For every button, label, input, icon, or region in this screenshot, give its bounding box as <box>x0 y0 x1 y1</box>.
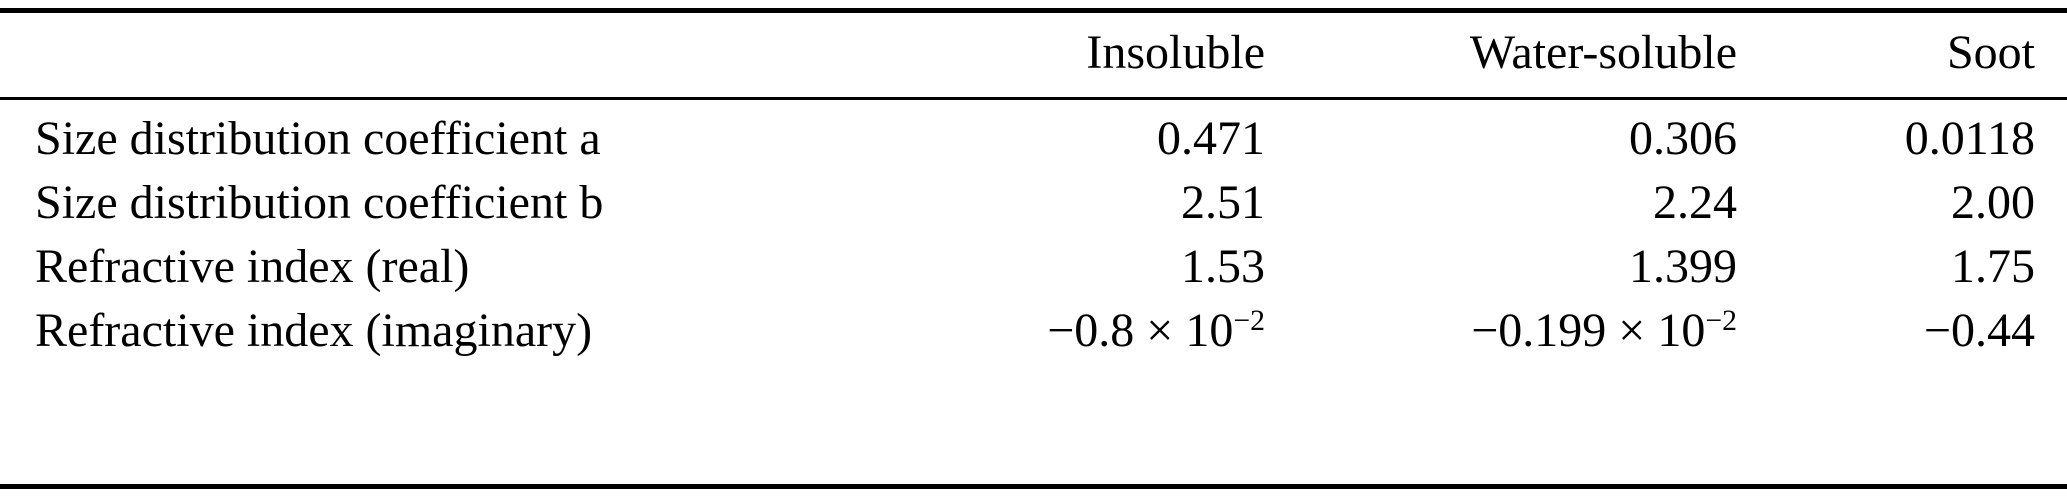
value-exponent: −2 <box>1705 303 1737 337</box>
value-cell: −0.44 <box>1740 299 2067 487</box>
value-text: 0.0118 <box>1904 112 2035 165</box>
value-cell: 2.51 <box>680 171 1270 235</box>
value-text: 0.306 <box>1629 112 1737 165</box>
value-text: 1.53 <box>1181 240 1265 293</box>
value-text: 2.00 <box>1951 176 2035 229</box>
row-label: Refractive index (real) <box>35 240 470 293</box>
table-row: Size distribution coefficient b 2.51 2.2… <box>0 171 2067 235</box>
value-cell: 0.306 <box>1270 99 1740 172</box>
aerosol-component-properties-table: Insoluble Water-soluble Soot Size distri… <box>0 8 2067 489</box>
value-exponent: −2 <box>1233 303 1265 337</box>
value-text: 0.471 <box>1157 112 1265 165</box>
value-cell: 2.00 <box>1740 171 2067 235</box>
value-text: 1.399 <box>1629 240 1737 293</box>
table-row: Size distribution coefficient a 0.471 0.… <box>0 99 2067 172</box>
column-header-soot: Soot <box>1740 10 2067 100</box>
value-cell: 0.0118 <box>1740 99 2067 172</box>
value-text: −0.199 × 10 <box>1471 304 1706 357</box>
value-cell: −0.8 × 10−2 <box>680 299 1270 487</box>
table-row: Refractive index (imaginary) −0.8 × 10−2… <box>0 299 2067 487</box>
value-cell: 0.471 <box>680 99 1270 172</box>
row-label: Size distribution coefficient a <box>35 112 601 165</box>
row-label: Refractive index (imaginary) <box>35 304 593 357</box>
value-cell: 2.24 <box>1270 171 1740 235</box>
table-header: Insoluble Water-soluble Soot <box>0 10 2067 100</box>
column-header-insoluble: Insoluble <box>680 10 1270 100</box>
value-text: 1.75 <box>1951 240 2035 293</box>
column-header-water-soluble: Water-soluble <box>1270 10 1740 100</box>
value-cell: 1.53 <box>680 235 1270 299</box>
header-row: Insoluble Water-soluble Soot <box>0 10 2067 100</box>
value-cell: −0.199 × 10−2 <box>1270 299 1740 487</box>
value-text: 2.51 <box>1181 176 1265 229</box>
value-cell: 1.75 <box>1740 235 2067 299</box>
row-label: Size distribution coefficient b <box>35 176 604 229</box>
table-body: Size distribution coefficient a 0.471 0.… <box>0 99 2067 487</box>
value-cell: 1.399 <box>1270 235 1740 299</box>
value-text: 2.24 <box>1653 176 1737 229</box>
table-row: Refractive index (real) 1.53 1.399 1.75 <box>0 235 2067 299</box>
value-text: −0.8 × 10 <box>1047 304 1234 357</box>
column-header-empty <box>0 10 680 100</box>
value-text: −0.44 <box>1923 304 2035 357</box>
